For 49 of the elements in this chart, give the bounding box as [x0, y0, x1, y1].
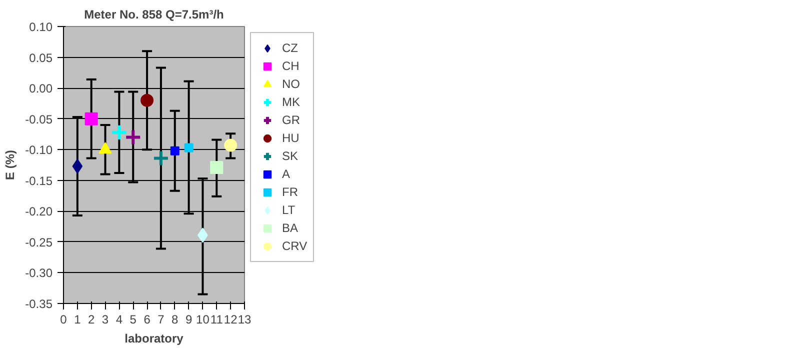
legend-label: BA: [282, 220, 300, 237]
x-tick-label: 0: [60, 312, 68, 326]
y-tick-label: -0.05: [25, 112, 53, 126]
legend-label: SK: [282, 148, 300, 165]
x-tick-label: 9: [185, 312, 192, 326]
x-axis-title: laboratory: [124, 332, 184, 346]
y-tick-label: -0.10: [25, 143, 53, 158]
y-tick-label: -0.30: [25, 266, 53, 280]
y-tick-label: -0.25: [25, 235, 53, 250]
chart-title: Meter No. 858 Q=7.5m³/h: [84, 8, 224, 22]
legend-label: MK: [282, 94, 301, 111]
point: [72, 158, 83, 174]
point: [110, 124, 128, 141]
point: [170, 146, 180, 156]
point: [210, 160, 224, 174]
point: [84, 112, 98, 126]
point: [140, 94, 154, 107]
x-tick-label: 3: [102, 312, 109, 326]
y-tick-label: -0.35: [25, 297, 53, 311]
legend-label: GR: [282, 112, 301, 129]
legend-label: FR: [282, 184, 299, 201]
point: [124, 128, 142, 146]
point: [224, 138, 238, 152]
point: [184, 143, 194, 152]
y-axis-title: E (%): [3, 150, 18, 180]
x-tick-label: 10: [196, 312, 210, 326]
x-tick-label: 2: [88, 312, 96, 326]
x-tick-label: 5: [130, 312, 137, 326]
point: [152, 150, 170, 167]
x-tick-label: 4: [116, 312, 123, 326]
x-tick-label: 6: [144, 312, 151, 326]
y-tick-label: -0.20: [25, 204, 53, 219]
legend-label: NO: [282, 76, 301, 93]
x-tick-label: 12: [224, 312, 238, 326]
x-tick-label: 11: [210, 312, 224, 326]
x-tick-label: 1: [74, 312, 82, 326]
y-tick-label: 0.00: [29, 82, 53, 96]
legend-label: CZ: [282, 40, 299, 57]
x-tick-label: 8: [172, 312, 179, 326]
legend-label: LT: [282, 202, 296, 219]
legend-label: CH: [282, 58, 300, 75]
legend-label: A: [282, 166, 292, 183]
x-tick-label: 7: [158, 312, 165, 326]
legend-label: CRV: [282, 238, 308, 255]
legend-label: HU: [282, 130, 300, 147]
x-tick-label: 13: [238, 312, 252, 326]
y-tick-label: 0.05: [29, 50, 53, 65]
y-tick-label: -0.15: [25, 174, 53, 188]
y-tick-label: 0.10: [29, 20, 53, 34]
